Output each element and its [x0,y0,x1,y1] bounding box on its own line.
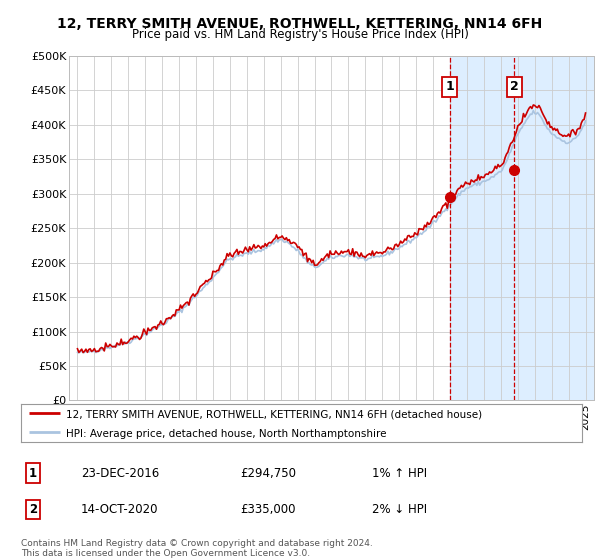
Text: HPI: Average price, detached house, North Northamptonshire: HPI: Average price, detached house, Nort… [66,428,386,438]
Text: Contains HM Land Registry data © Crown copyright and database right 2024.
This d: Contains HM Land Registry data © Crown c… [21,539,373,558]
Text: 2: 2 [510,81,518,94]
Text: 14-OCT-2020: 14-OCT-2020 [81,503,158,516]
Text: Price paid vs. HM Land Registry's House Price Index (HPI): Price paid vs. HM Land Registry's House … [131,28,469,41]
Text: 1: 1 [29,466,37,480]
Bar [450,56,594,400]
Text: 12, TERRY SMITH AVENUE, ROTHWELL, KETTERING, NN14 6FH (detached house): 12, TERRY SMITH AVENUE, ROTHWELL, KETTER… [66,409,482,419]
Text: 12, TERRY SMITH AVENUE, ROTHWELL, KETTERING, NN14 6FH: 12, TERRY SMITH AVENUE, ROTHWELL, KETTER… [58,17,542,31]
Text: 1% ↑ HPI: 1% ↑ HPI [372,466,427,480]
Text: 2% ↓ HPI: 2% ↓ HPI [372,503,427,516]
Text: £294,750: £294,750 [240,466,296,480]
Text: 2: 2 [29,503,37,516]
Text: 1: 1 [445,81,454,94]
Text: £335,000: £335,000 [240,503,296,516]
Text: 23-DEC-2016: 23-DEC-2016 [81,466,159,480]
